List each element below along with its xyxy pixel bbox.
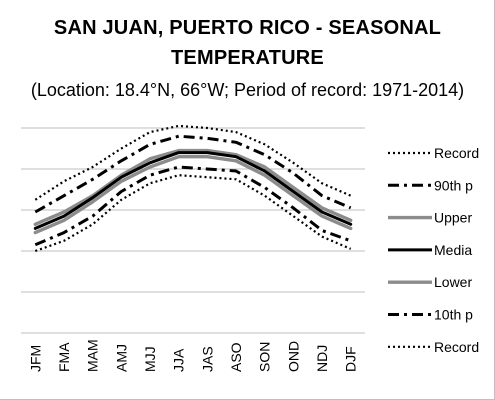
legend-label: Record — [434, 145, 479, 161]
x-tick-label: JFM — [27, 345, 43, 372]
series-line-5 — [33, 154, 353, 235]
legend-label: 90th p — [434, 177, 473, 193]
x-tick-label: ASO — [228, 342, 244, 372]
legend-label: Upper — [434, 210, 472, 226]
chart-title-line-1: SAN JUAN, PUERTO RICO - SEASONAL — [53, 17, 442, 39]
series-line-2 — [34, 134, 352, 214]
x-tick-label: DJF — [343, 346, 359, 372]
x-tick-label: AMJ — [113, 344, 129, 372]
series-line-7 — [34, 174, 352, 253]
chart-title-line-2: TEMPERATURE — [171, 47, 324, 69]
x-tick-label: FMA — [56, 342, 72, 372]
series-lines — [33, 124, 353, 253]
x-tick-label: NDJ — [314, 345, 330, 372]
legend-label: Lower — [434, 274, 472, 290]
gridlines — [21, 127, 365, 334]
series-line-3 — [33, 148, 353, 227]
x-tick-label: SON — [257, 342, 273, 372]
x-tick-label: OND — [285, 341, 301, 372]
legend-label: 10th p — [434, 307, 473, 323]
chart-subtitle: (Location: 18.4°N, 66°W; Period of recor… — [30, 80, 465, 100]
series-line-6 — [34, 165, 352, 247]
legend-label: Record — [434, 339, 479, 355]
series-line-4 — [33, 151, 353, 230]
x-tick-label: MAM — [85, 339, 101, 372]
legend-label: Media — [434, 242, 472, 258]
legend: Record 90th p Upper Media Lower 10th p Record — [388, 145, 479, 355]
x-tick-label: MJJ — [142, 346, 158, 372]
series-line-1 — [34, 124, 352, 201]
x-tick-label: JJA — [171, 348, 187, 372]
x-tick-labels: JFM FMA MAM AMJ MJJ JJA JAS ASO SON OND NDJ DJF — [27, 339, 358, 372]
x-tick-label: JAS — [199, 346, 215, 372]
